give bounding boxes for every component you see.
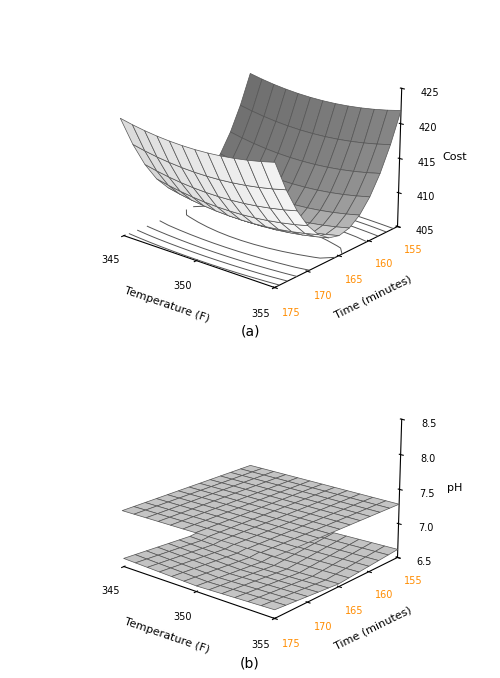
Text: (a): (a) (240, 325, 260, 338)
Y-axis label: Time (minutes): Time (minutes) (333, 274, 413, 321)
X-axis label: Temperature (F): Temperature (F) (123, 617, 211, 655)
Y-axis label: Time (minutes): Time (minutes) (333, 605, 413, 652)
Text: (b): (b) (240, 657, 260, 671)
X-axis label: Temperature (F): Temperature (F) (123, 285, 211, 324)
